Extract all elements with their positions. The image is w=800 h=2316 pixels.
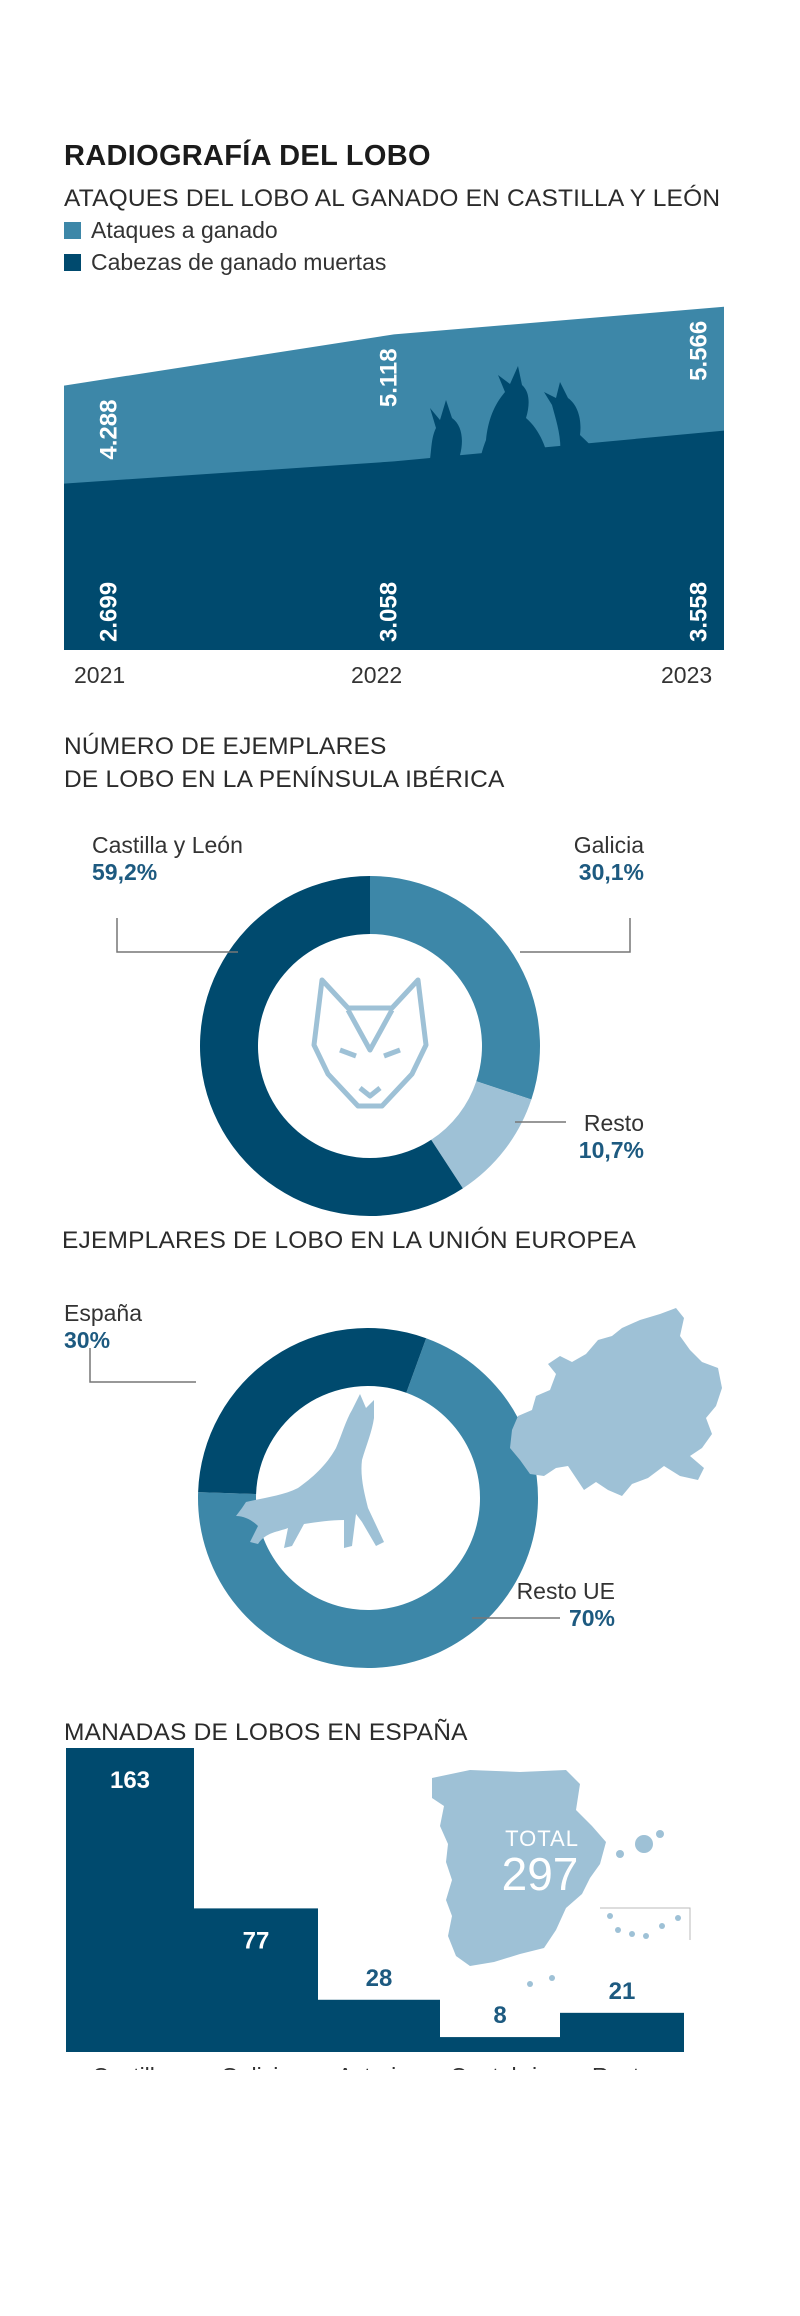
iberia-slice-resto [431, 1081, 532, 1189]
eu-slice-resto-ue [198, 1338, 538, 1668]
page-title: RADIOGRAFÍA DEL LOBO [64, 140, 431, 172]
x-tick-2023: 2023 [661, 662, 713, 688]
label-espana-name: España [64, 1300, 143, 1326]
x-tick-galicia: Galicia [221, 2063, 292, 2070]
eu-chart-title: EJEMPLARES DE LOBO EN LA UNIÓN EUROPEA [62, 1227, 636, 1254]
label-galicia-name: Galicia [573, 832, 644, 858]
attacks-area-chart: 4.288 5.118 5.566 2.699 3.058 3.558 [64, 306, 724, 650]
bar-value-galicia: 77 [243, 1927, 270, 1954]
x-tick-2022: 2022 [351, 662, 403, 688]
eu-slice-españa [198, 1328, 427, 1495]
bar-value-castilla-y-león: 163 [110, 1767, 150, 1794]
x-tick-asturias: Asturias [337, 2063, 420, 2070]
attacks-chart-title: ATAQUES DEL LOBO AL GANADO EN CASTILLA Y… [64, 185, 721, 212]
label-resto: Resto 10,7% [579, 1110, 644, 1164]
total-value: 297 [502, 1848, 579, 1900]
iberia-title-line-1: NÚMERO DE EJEMPLARES [64, 733, 387, 760]
bar-resto [560, 2012, 684, 2052]
wolf-head-icon [311, 977, 429, 1109]
bar-value-cantabria: 8 [493, 2002, 506, 2029]
bar-cantabria [440, 2037, 560, 2052]
x-tick-cantabria: Cantabria [450, 2063, 550, 2070]
label-resto-ue-name: Resto UE [516, 1578, 615, 1604]
label-castilla-leon: Castilla y León 59,2% [92, 832, 243, 886]
label-resto-ue: Resto UE 70% [517, 1578, 615, 1632]
packs-bar-chart: TOTAL 297 163Castillay León77Galicia28As… [66, 1748, 691, 2070]
bar-galicia [194, 1908, 318, 2052]
label-resto-value: 10,7% [578, 1137, 644, 1163]
bar-asturias [318, 1999, 440, 2052]
leader-line-espana [89, 1348, 196, 1383]
canary-inset-frame [600, 1907, 691, 1940]
iberia-title-line-2: DE LOBO EN LA PENÍNSULA IBÉRICA [64, 766, 505, 793]
legend-item-dead-livestock: Cabezas de ganado muertas [64, 249, 386, 276]
x-tick-2021: 2021 [74, 662, 126, 688]
label-galicia-value: 30,1% [578, 859, 644, 885]
label-resto-name: Resto [583, 1110, 644, 1136]
spain-map-icon [432, 1770, 681, 1987]
data-label-dead-livestock-2023: 3.558 [685, 582, 712, 642]
bar-value-resto: 21 [609, 1978, 636, 2005]
legend-swatch-attacks [64, 222, 81, 239]
x-tick-castilla-y-león-1: Castilla [92, 2063, 168, 2070]
label-castilla-leon-value: 59,2% [92, 859, 158, 885]
legend-label-attacks: Ataques a ganado [91, 217, 278, 243]
label-espana: España 30% [64, 1300, 142, 1354]
legend-label-dead-livestock: Cabezas de ganado muertas [91, 249, 387, 275]
data-label-dead-livestock-2022: 3.058 [375, 582, 402, 642]
iberia-slice-galicia [370, 876, 541, 1100]
label-resto-ue-value: 70% [568, 1605, 615, 1631]
data-label-attacks-2021: 4.288 [95, 400, 122, 460]
total-label: TOTAL [505, 1826, 579, 1851]
data-label-attacks-2022: 5.118 [375, 348, 402, 407]
packs-chart-title: MANADAS DE LOBOS EN ESPAÑA [64, 1719, 468, 1746]
bar-castilla-y-león [66, 1748, 194, 2052]
iberia-chart-title: NÚMERO DE EJEMPLARES DE LOBO EN LA PENÍN… [64, 730, 505, 796]
bar-value-asturias: 28 [366, 1965, 393, 1992]
label-espana-value: 30% [64, 1327, 111, 1353]
data-label-dead-livestock-2021: 2.699 [95, 582, 122, 642]
data-label-attacks-2023: 5.566 [685, 321, 712, 381]
legend-item-attacks: Ataques a ganado [64, 217, 278, 244]
legend-swatch-dead-livestock [64, 254, 81, 271]
howling-wolf-icon [236, 1394, 384, 1548]
leader-line-galicia [520, 918, 631, 953]
eu-donut-chart [89, 1308, 722, 1668]
iberia-slice-castilla-y-león [199, 876, 463, 1216]
dead-livestock-area [64, 430, 724, 650]
x-tick-resto: Resto [592, 2063, 652, 2070]
europe-map-icon [510, 1308, 722, 1496]
leader-line-castilla-leon [116, 918, 238, 953]
iberia-donut-chart [116, 876, 631, 1216]
label-galicia: Galicia 30,1% [574, 832, 644, 886]
label-castilla-leon-name: Castilla y León [92, 832, 243, 858]
